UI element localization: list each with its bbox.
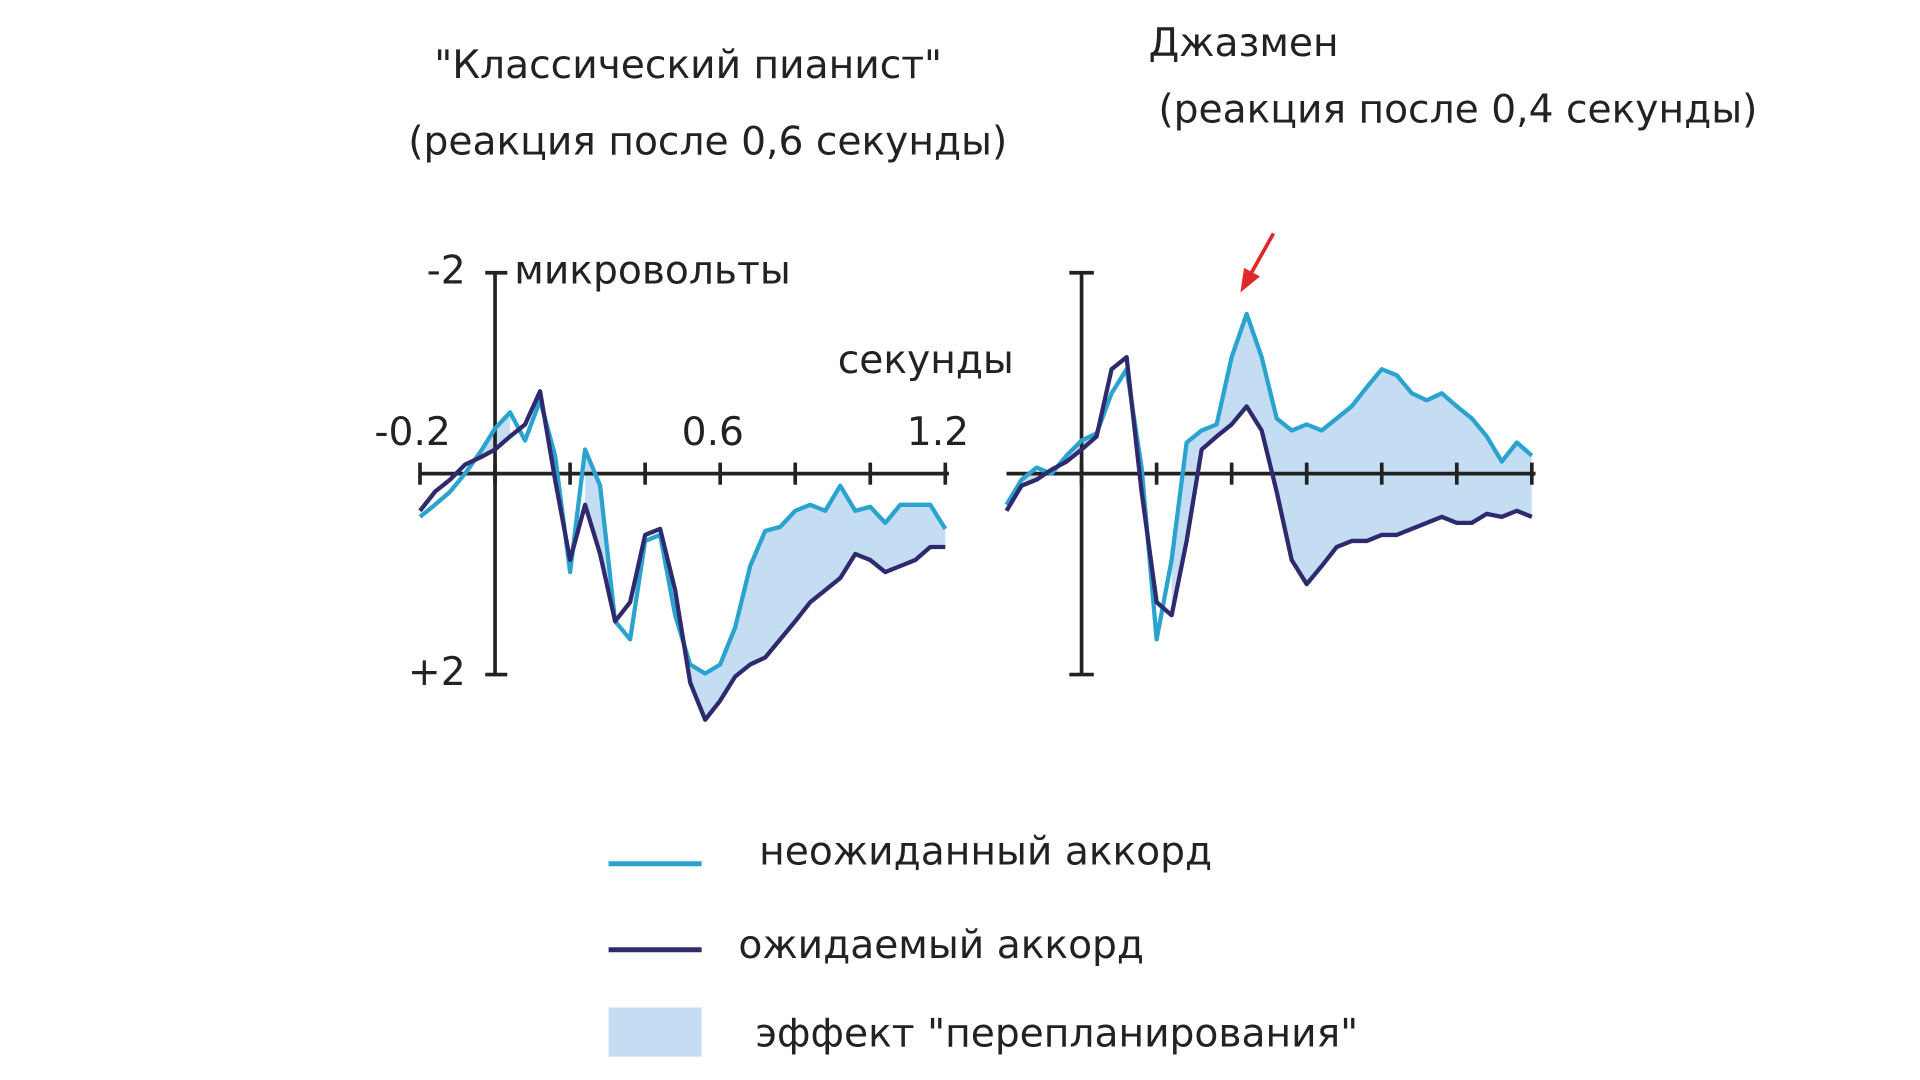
chart-subtitle: (реакция после 0,4 секунды): [1158, 87, 1757, 132]
annotation-arrow: [1240, 232, 1276, 293]
series-line: [1004, 354, 1533, 618]
legend-label: неожиданный аккорд: [759, 829, 1212, 874]
y-axis-label: микровольты: [514, 248, 791, 293]
y-tick-label: +2: [408, 650, 466, 695]
y-tick-label: -2: [427, 248, 466, 293]
legend-label: эффект "перепланирования": [756, 1011, 1359, 1056]
series-line: [1004, 311, 1534, 642]
legend-swatch: [608, 1007, 702, 1057]
x-axis-label: секунды: [838, 338, 1014, 383]
chart-subtitle: (реакция после 0,6 секунды): [408, 119, 1007, 164]
chart-title: Джазмен: [1149, 21, 1339, 66]
x-tick-label: -0.2: [374, 410, 450, 455]
series-line: [418, 389, 946, 722]
x-tick-label: 0.6: [682, 410, 744, 455]
effect-fill: [1006, 467, 1037, 511]
chart-title: "Классический пианист": [434, 43, 942, 88]
legend-label: ожидаемый аккорд: [738, 923, 1144, 968]
x-tick-label: 1.2: [907, 410, 969, 455]
effect-fill: [1171, 313, 1532, 616]
